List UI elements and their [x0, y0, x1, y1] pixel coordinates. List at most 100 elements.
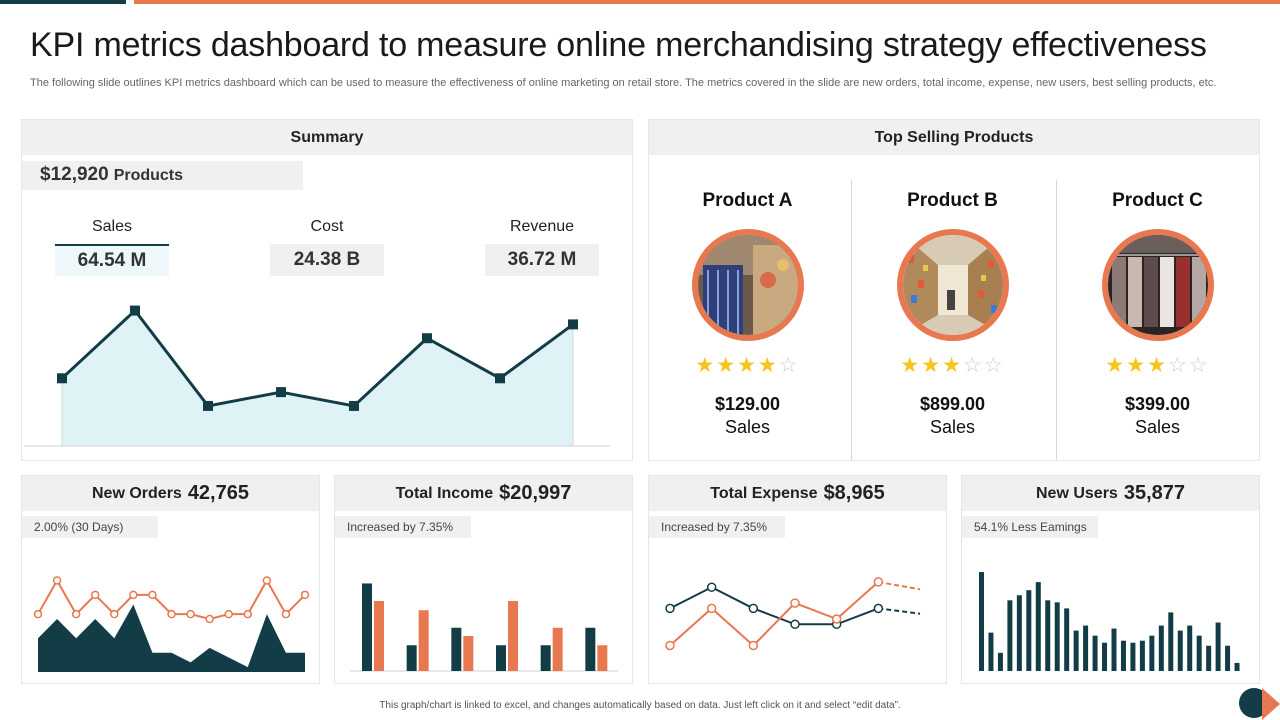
data-point — [90, 590, 100, 600]
data-point — [349, 400, 359, 411]
metric-revenue[interactable]: Revenue 36.72 M — [485, 218, 599, 276]
data-point — [148, 590, 157, 600]
new-users-value: 35,877 — [1123, 482, 1185, 504]
top-selling-title: Top Selling Products — [649, 120, 1259, 155]
product-price: $129.00 — [714, 394, 781, 414]
products-label: Products — [113, 167, 184, 184]
new-users-chart — [979, 572, 1240, 671]
total-income-label: Total Income — [395, 484, 494, 502]
metric-cost[interactable]: Cost 24.38 B — [270, 218, 384, 276]
product-sales-label: Sales — [1134, 417, 1181, 437]
star-empty-icon: ☆ — [1167, 354, 1189, 377]
product-card-c[interactable]: Product C ★★★☆☆ $399.00 Sales — [1055, 190, 1260, 438]
page-title: KPI metrics dashboard to measure online … — [30, 26, 1207, 64]
metric-sales-value: 64.54 M — [55, 244, 169, 276]
rating-stars: ★★★☆☆ — [1055, 353, 1260, 378]
bar — [1064, 608, 1070, 671]
data-point — [495, 373, 505, 384]
star-icon: ★ — [716, 354, 738, 377]
data-point — [831, 614, 842, 624]
data-point — [281, 609, 291, 619]
line-series — [669, 581, 879, 647]
product-card-a[interactable]: Product A ★★★★☆ $129.00 Sales — [645, 190, 850, 438]
page-subtitle: The following slide outlines KPI metrics… — [30, 77, 1217, 89]
bar — [1130, 642, 1136, 671]
data-point — [665, 640, 675, 651]
forecast-segment — [878, 607, 921, 615]
total-expense-panel: Total Expense $8,965 — [648, 475, 947, 684]
bar — [1177, 630, 1183, 671]
new-orders-label: New Orders — [92, 484, 182, 502]
bar — [1196, 635, 1202, 671]
bar — [1026, 590, 1032, 671]
star-empty-icon: ☆ — [962, 354, 984, 377]
forecast-segment — [878, 580, 921, 591]
total-income-header: Total Income $20,997 — [335, 476, 632, 511]
bar — [362, 583, 372, 671]
area-series — [38, 604, 305, 672]
data-point — [748, 640, 759, 651]
product-divider — [1056, 180, 1057, 460]
data-point — [167, 609, 176, 619]
data-point — [665, 603, 675, 614]
footer-note: This graph/chart is linked to excel, and… — [379, 700, 901, 711]
bar — [988, 632, 994, 671]
bar — [585, 627, 596, 671]
star-icon: ★ — [1126, 354, 1148, 377]
shopping-cart-aisle-photo-icon — [691, 229, 804, 341]
bar — [997, 652, 1003, 671]
corner-decoration-triangle — [1262, 688, 1280, 720]
bar — [1234, 662, 1240, 671]
new-orders-header: New Orders 42,765 — [22, 476, 319, 511]
metric-sales[interactable]: Sales 64.54 M — [55, 218, 169, 276]
summary-title: Summary — [22, 120, 632, 155]
star-empty-icon: ☆ — [1188, 354, 1210, 377]
product-sales-label: Sales — [724, 417, 771, 437]
bar — [1083, 625, 1089, 671]
series-line — [60, 308, 574, 408]
star-icon: ★ — [737, 354, 758, 377]
bar — [1206, 645, 1212, 671]
data-point — [129, 590, 138, 600]
total-income-chart — [350, 583, 618, 672]
data-point — [224, 609, 233, 619]
data-point — [33, 609, 43, 619]
new-orders-tag: 2.00% (30 Days) — [22, 516, 158, 538]
store-shelves-photo-icon — [896, 229, 1009, 341]
data-point — [422, 333, 432, 344]
bar — [1007, 600, 1013, 671]
star-icon: ★ — [695, 354, 717, 377]
star-icon: ★ — [757, 354, 779, 377]
metric-sales-label: Sales — [91, 218, 133, 235]
total-income-tag: Increased by 7.35% — [335, 516, 471, 538]
star-icon: ★ — [1105, 354, 1127, 377]
bar — [418, 610, 429, 671]
data-point — [790, 619, 800, 630]
bar — [597, 645, 608, 671]
data-point — [52, 576, 62, 585]
product-price: $899.00 — [919, 394, 986, 414]
summary-area-chart — [24, 305, 610, 447]
bar — [1035, 582, 1041, 671]
bar — [552, 627, 563, 671]
data-point — [568, 319, 578, 330]
product-card-b[interactable]: Product B ★★★☆☆ $899.00 Sales — [850, 190, 1055, 438]
bar — [1168, 612, 1174, 671]
metric-cost-value: 24.38 B — [270, 244, 384, 276]
rating-stars: ★★★★☆ — [645, 353, 850, 378]
product-price: $399.00 — [1124, 394, 1191, 414]
product-sales-label: Sales — [929, 417, 976, 437]
products-total-box: $12,920 Products — [22, 161, 303, 190]
star-empty-icon: ☆ — [983, 354, 1005, 377]
bar — [406, 645, 417, 671]
bar — [1225, 645, 1231, 671]
data-point — [873, 603, 884, 614]
products-amount: $12,920 — [40, 164, 109, 185]
star-icon: ★ — [900, 354, 922, 377]
data-point — [300, 590, 310, 600]
data-point — [873, 577, 884, 587]
data-point — [706, 582, 717, 592]
bar — [508, 600, 518, 671]
total-expense-tag: Increased by 7.35% — [649, 516, 785, 538]
data-point — [706, 603, 717, 614]
